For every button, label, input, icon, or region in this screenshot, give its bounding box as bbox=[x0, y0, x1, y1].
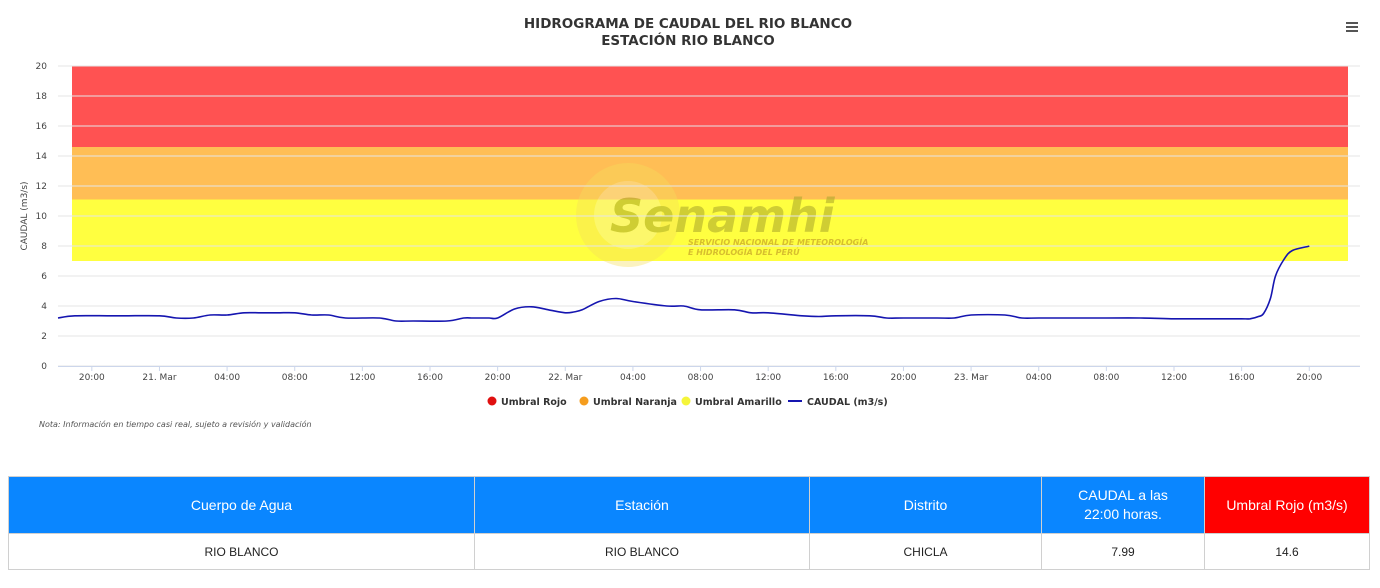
x-tick-label: 04:00 bbox=[1026, 373, 1052, 383]
note: Nota: Información en tiempo casi real, s… bbox=[39, 419, 312, 429]
header-caudal: CAUDAL a las 22:00 horas. bbox=[1041, 476, 1205, 534]
x-tick-label: 16:00 bbox=[417, 373, 443, 383]
table-header-row: Cuerpo de Agua Estación Distrito CAUDAL … bbox=[8, 476, 1370, 534]
cell-estacion: RIO BLANCO bbox=[474, 533, 810, 570]
menu-bar-icon bbox=[1346, 30, 1358, 32]
x-tick-label: 22. Mar bbox=[548, 373, 582, 383]
sun-logo-icon bbox=[576, 163, 680, 267]
y-tick-label: 10 bbox=[36, 212, 48, 222]
header-caudal-line2: 22:00 horas. bbox=[1084, 506, 1162, 522]
x-tick-label: 20:00 bbox=[1296, 373, 1322, 383]
legend-item-umbral-amarillo[interactable]: Umbral Amarillo bbox=[681, 396, 783, 409]
menu-bar-icon bbox=[1346, 26, 1358, 28]
y-tick-label: 16 bbox=[36, 122, 48, 132]
y-tick-label: 2 bbox=[41, 332, 47, 342]
legend-label: Umbral Naranja bbox=[593, 397, 677, 408]
y-axis-ticks: 0 2 4 6 8 10 12 14 16 18 20 bbox=[36, 62, 48, 372]
legend-item-umbral-naranja[interactable]: Umbral Naranja bbox=[579, 396, 677, 409]
table-row: RIO BLANCO RIO BLANCO CHICLA 7.99 14.6 bbox=[8, 533, 1370, 570]
header-cuerpo: Cuerpo de Agua bbox=[8, 476, 475, 534]
cell-cuerpo: RIO BLANCO bbox=[8, 533, 475, 570]
menu-bar-icon bbox=[1346, 22, 1358, 24]
y-tick-label: 20 bbox=[36, 62, 48, 72]
y-tick-label: 4 bbox=[41, 302, 47, 312]
x-tick-label: 04:00 bbox=[214, 373, 240, 383]
y-tick-label: 0 bbox=[41, 362, 47, 372]
legend-symbol-icon bbox=[681, 396, 691, 406]
series-line-caudal-m3-s bbox=[57, 245, 1310, 323]
x-tick-label: 12:00 bbox=[349, 373, 375, 383]
chart-menu-button[interactable] bbox=[1342, 20, 1362, 36]
series-group bbox=[57, 245, 1310, 323]
legend-symbol-icon bbox=[487, 396, 497, 406]
x-tick-label: 08:00 bbox=[1093, 373, 1119, 383]
x-tick-label: 12:00 bbox=[755, 373, 781, 383]
band-umbral-amarillo bbox=[72, 199, 1348, 261]
header-umbral: Umbral Rojo (m3/s) bbox=[1204, 476, 1370, 534]
x-tick-label: 21. Mar bbox=[142, 373, 176, 383]
legend-symbol-icon bbox=[579, 396, 589, 406]
cell-umbral: 14.6 bbox=[1204, 533, 1370, 570]
band-umbral-rojo bbox=[72, 66, 1348, 147]
y-tick-label: 6 bbox=[41, 272, 47, 282]
chart-subtitle: ESTACIÓN RIO BLANCO bbox=[601, 31, 775, 49]
header-distrito: Distrito bbox=[809, 476, 1042, 534]
cell-distrito: CHICLA bbox=[809, 533, 1042, 570]
legend-label: Umbral Amarillo bbox=[695, 397, 782, 408]
y-gridlines bbox=[58, 65, 1360, 367]
y-tick-label: 14 bbox=[36, 152, 48, 162]
cell-caudal: 7.99 bbox=[1041, 533, 1205, 570]
y-axis-title: CAUDAL (m3/s) bbox=[20, 181, 30, 250]
legend-item-caudal-m3-s[interactable]: CAUDAL (m3/s) bbox=[788, 397, 888, 408]
watermark-line1: SERVICIO NACIONAL DE METEOROLOGÍA bbox=[688, 236, 868, 247]
x-tick-label: 20:00 bbox=[79, 373, 105, 383]
station-table: Cuerpo de Agua Estación Distrito CAUDAL … bbox=[8, 476, 1370, 570]
x-tick-label: 04:00 bbox=[620, 373, 646, 383]
watermark-line2: E HIDROLOGÍA DEL PERÚ bbox=[688, 246, 800, 257]
legend-label: CAUDAL (m3/s) bbox=[807, 397, 888, 408]
x-tick-label: 20:00 bbox=[485, 373, 511, 383]
x-tick-label: 20:00 bbox=[890, 373, 916, 383]
x-tick-label: 16:00 bbox=[823, 373, 849, 383]
y-tick-label: 18 bbox=[36, 92, 48, 102]
header-caudal-line1: CAUDAL a las bbox=[1078, 487, 1168, 503]
legend-label: Umbral Rojo bbox=[501, 397, 567, 408]
x-tick-label: 16:00 bbox=[1229, 373, 1255, 383]
header-estacion: Estación bbox=[474, 476, 810, 534]
x-tick-label: 23. Mar bbox=[954, 373, 988, 383]
x-tick-label: 08:00 bbox=[688, 373, 714, 383]
legend-item-umbral-rojo[interactable]: Umbral Rojo bbox=[487, 396, 568, 409]
y-tick-label: 12 bbox=[36, 182, 47, 192]
x-tick-label: 08:00 bbox=[282, 373, 308, 383]
legend[interactable]: Umbral Rojo Umbral Naranja Umbral Amarillo… bbox=[487, 396, 888, 409]
y-tick-label: 8 bbox=[41, 242, 47, 252]
chart-title: HIDROGRAMA DE CAUDAL DEL RIO BLANCO bbox=[524, 16, 852, 32]
x-tick-label: 12:00 bbox=[1161, 373, 1187, 383]
hydrograph-chart: HIDROGRAMA DE CAUDAL DEL RIO BLANCO ESTA… bbox=[20, 16, 1360, 429]
x-axis-ticks: 20:00 21. Mar 04:00 08:00 12:00 16:00 20:00 22.… bbox=[79, 366, 1323, 383]
